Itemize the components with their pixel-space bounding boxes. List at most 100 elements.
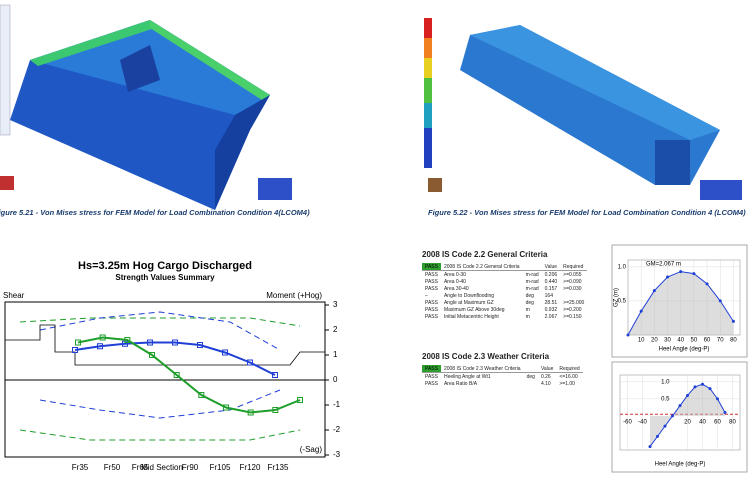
cell: 0.26 (540, 373, 551, 380)
x-tick-label: 20 (651, 338, 658, 344)
cell: Value (537, 365, 557, 373)
y-tick-label: -3 (333, 450, 341, 459)
x-tick-label: 30 (664, 338, 671, 344)
cell: PASS (422, 263, 441, 271)
cell: 164 (544, 292, 553, 299)
gz-panel (611, 361, 748, 473)
cell: 0.157 (544, 285, 558, 292)
series-marker (124, 337, 131, 343)
cell: m (525, 306, 530, 313)
axis-label: (-Sag) (300, 445, 323, 454)
table-heading: 2008 IS Code 2.3 Weather Criteria (422, 352, 550, 361)
cell: m-rad (525, 278, 539, 285)
x-tick-label: Fr135 (268, 463, 289, 472)
axis-label: Moment (+Hog) (266, 291, 322, 300)
y-axis-label: GZ (m) (614, 288, 620, 307)
series-marker (149, 352, 155, 358)
row: PASS Maximum GZ Above 30deg m 0.932 >=0.200 (422, 306, 587, 313)
row (560, 292, 587, 299)
gz-point (731, 319, 735, 323)
gz-point (718, 299, 722, 303)
cell: Area 0-30 (443, 271, 466, 278)
series-line (77, 336, 301, 414)
cell: – (425, 292, 428, 299)
gz-point (671, 414, 674, 418)
x-tick-label: Mid Section (141, 463, 183, 472)
gz-point (648, 445, 652, 449)
x-tick-label: -40 (638, 419, 647, 425)
cell: deg (525, 292, 534, 299)
gz-point (723, 411, 727, 414)
cell: 0.440 (544, 278, 558, 285)
x-tick-label: 50 (691, 338, 698, 344)
x-tick-label: 70 (717, 338, 724, 344)
cell: >=1.00 (559, 380, 575, 387)
row: PASS Angle at Maximum GZ deg 28.51 >=25.000 (422, 299, 587, 306)
cell: Heeling Angle at Wt1 (443, 373, 491, 380)
cell: Area 30-40 (443, 285, 469, 292)
cell: >=25.000 (563, 299, 585, 306)
gz-point (652, 289, 656, 293)
gz-area (628, 271, 734, 335)
cell: PASS (425, 313, 438, 320)
gz-point (626, 333, 630, 337)
gz-point (663, 424, 667, 428)
limit-lines (19, 311, 301, 441)
series-marker (222, 349, 228, 356)
caption: Figure 5.21 - Von Mises stress for FEM M… (0, 208, 310, 217)
row: PASS 2008 IS Code 2.2 General Criteria Val… (422, 263, 588, 271)
series-marker (97, 343, 103, 350)
series-marker (72, 347, 78, 353)
series-marker (198, 392, 205, 398)
gz-point (639, 309, 643, 313)
row: PASS Area 30-40 m-rad 0.157 >=0.030 (422, 285, 587, 292)
y-tick-label: -1 (333, 400, 341, 409)
cell: PASS (425, 373, 438, 380)
x-tick-label: Fr90 (182, 463, 199, 472)
cell: PASS (425, 380, 438, 387)
table: PASS 2008 IS Code 2.3 Weather Criteria Val… (422, 365, 583, 387)
row: PASS Initial Metacentric Height m 2.067 >=0.… (422, 313, 587, 320)
cell: deg (525, 299, 534, 306)
cell: 0.932 (544, 306, 558, 313)
cell: 2.067 (544, 313, 558, 320)
x-tick-label: 40 (677, 338, 684, 344)
gz-area (650, 384, 725, 447)
x-tick-label: 40 (699, 419, 706, 425)
y-tick-label: 2 (333, 325, 338, 334)
gz-point (693, 385, 697, 389)
plot-area (619, 374, 741, 451)
x-tick-label: Fr50 (104, 463, 121, 472)
gz-point (692, 272, 696, 276)
criteria-table: 2008 IS Code 2.2 General Criteria PASS 200… (422, 250, 588, 320)
cell: 0.206 (544, 271, 558, 278)
row (522, 263, 542, 271)
series-marker (272, 372, 278, 378)
row: PASS Area 0-30 m-rad 0.206 >=0.055 (422, 271, 587, 279)
x-tick-label: 20 (684, 419, 691, 425)
cell: 4.10 (540, 380, 551, 387)
annotation: GM=2.067 m (646, 262, 681, 268)
x-tick-label: -60 (623, 419, 632, 425)
row: – Angle to Downflooding deg 164 (422, 292, 587, 299)
series-marker (173, 372, 180, 378)
axis-label: Shear (3, 291, 25, 300)
cell: Angle at Maximum GZ (443, 299, 494, 306)
x-tick-label: Fr120 (240, 463, 261, 472)
y-tick-label: 1.0 (661, 379, 670, 385)
series-marker (272, 407, 279, 413)
cell: PASS (425, 306, 438, 313)
gz-point (678, 404, 682, 408)
row: PASS Area Ratio B/A 4.10 >=1.00 (422, 380, 583, 387)
x-axis-label: Heel Angle (deg-P) (655, 462, 706, 468)
series-marker (247, 359, 253, 366)
y-tick-label: 0 (333, 375, 338, 384)
gz-point (686, 393, 689, 397)
hull-profile (5, 324, 325, 366)
cell: Maximum GZ Above 30deg (443, 306, 505, 313)
y-tick-label: 1.0 (618, 264, 627, 270)
cell: 28.51 (544, 299, 558, 306)
cell: <=16.00 (559, 373, 578, 380)
